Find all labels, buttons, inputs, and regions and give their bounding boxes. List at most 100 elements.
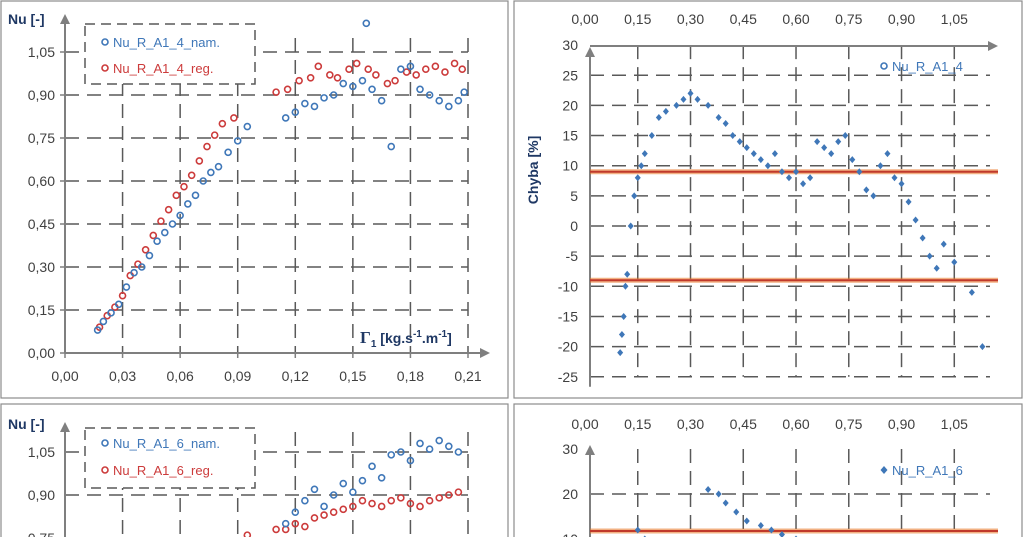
data-point	[233, 137, 242, 145]
data-point	[778, 168, 785, 176]
y-tick-label: 1,05	[28, 44, 55, 60]
data-point	[715, 490, 722, 498]
data-point	[272, 525, 280, 534]
data-point	[272, 88, 280, 96]
data-point	[835, 138, 842, 146]
data-point	[203, 142, 211, 151]
data-point	[425, 496, 434, 505]
x-tick-label: 0,30	[677, 11, 704, 27]
y-axis-arrow	[585, 445, 595, 455]
data-point	[387, 496, 396, 505]
data-point	[122, 283, 131, 291]
data-point	[460, 88, 468, 96]
y-tick-label: -10	[558, 278, 578, 294]
y-axis-arrow	[60, 14, 70, 24]
data-point	[218, 119, 227, 128]
data-point	[291, 519, 300, 528]
data-point	[157, 217, 165, 225]
data-point	[729, 132, 736, 140]
data-point	[339, 505, 348, 514]
data-point	[172, 191, 181, 200]
y-tick-label: 30	[562, 37, 578, 53]
data-point	[230, 114, 238, 122]
x-tick-label: 0,90	[888, 11, 915, 27]
data-point	[114, 300, 123, 309]
x-tick-label: 0,75	[835, 11, 862, 27]
data-point	[620, 312, 627, 320]
data-point	[631, 192, 638, 200]
data-point	[345, 65, 353, 73]
data-point	[281, 114, 290, 122]
data-point	[898, 180, 905, 188]
panel-frame-top-right	[513, 0, 1023, 399]
data-point	[435, 494, 444, 502]
legend-marker	[101, 466, 109, 474]
data-point	[800, 180, 807, 188]
x-tick-label: 0,18	[397, 368, 424, 384]
data-point	[821, 144, 828, 152]
x-tick-label: 0,15	[624, 416, 651, 432]
data-point	[397, 65, 405, 73]
data-point	[884, 150, 891, 158]
data-point	[368, 85, 376, 94]
legend-label: Nu_R_A1_4	[892, 59, 963, 74]
data-point	[793, 168, 800, 176]
data-point	[364, 65, 373, 73]
data-point	[349, 488, 357, 496]
data-point	[891, 174, 898, 182]
data-point	[362, 19, 371, 28]
data-point	[445, 102, 453, 111]
data-point	[383, 79, 392, 88]
legend-label: Nu_R_A1_6_reg.	[113, 463, 213, 478]
data-point	[118, 291, 127, 300]
data-point	[377, 96, 386, 105]
data-point	[339, 479, 348, 488]
data-point	[187, 171, 196, 180]
legend-marker	[101, 64, 109, 72]
data-point	[425, 91, 434, 99]
data-point	[195, 157, 204, 165]
panel-frame-bottom-right	[513, 403, 1023, 542]
y-tick-label: 30	[562, 441, 578, 457]
data-point	[722, 499, 729, 507]
data-point	[406, 62, 415, 71]
data-point	[926, 252, 933, 260]
data-point	[454, 448, 463, 456]
data-point	[431, 62, 440, 71]
data-point	[349, 82, 357, 91]
x-tick-label: 0,00	[571, 11, 598, 27]
y-tick-label: -20	[558, 339, 578, 355]
data-point	[210, 131, 219, 139]
data-point	[715, 113, 722, 121]
x-tick-label: 0,45	[730, 416, 757, 432]
x-tick-label: 0,60	[782, 416, 809, 432]
legend-marker	[101, 38, 109, 46]
x-tick-label: 0,45	[730, 11, 757, 27]
data-point	[870, 192, 877, 200]
x-axis-arrow	[480, 348, 490, 358]
panel-frame-top-left	[0, 0, 509, 399]
legend-label: Nu_R_A1_4_nam.	[113, 35, 220, 50]
x-tick-label: 0,21	[454, 368, 481, 384]
data-point	[634, 526, 641, 534]
data-point	[176, 211, 184, 220]
y-axis-arrow	[585, 47, 595, 57]
x-tick-label: 0,30	[677, 416, 704, 432]
data-point	[933, 264, 940, 272]
data-point	[673, 101, 680, 109]
data-point	[349, 502, 357, 511]
data-point	[301, 99, 309, 108]
data-point	[314, 62, 323, 71]
data-point	[856, 168, 863, 176]
data-point	[750, 150, 757, 158]
data-point	[634, 174, 641, 182]
y-tick-label: 0	[570, 218, 578, 234]
data-point	[722, 119, 729, 127]
data-point	[180, 182, 188, 191]
x-axis-arrow	[988, 41, 998, 51]
x-tick-label: 1,05	[941, 11, 968, 27]
data-point	[333, 74, 342, 82]
data-point	[416, 85, 424, 94]
